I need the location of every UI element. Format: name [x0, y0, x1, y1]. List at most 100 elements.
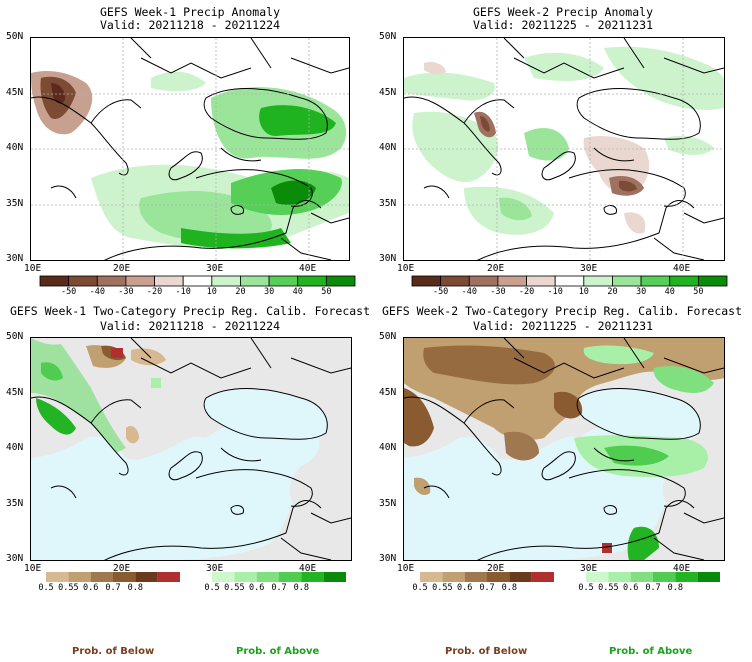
- colorbar-label: 40: [292, 287, 303, 297]
- colorbar-box-9: [669, 275, 699, 287]
- panel4-lon-30: 30E: [580, 563, 598, 574]
- panel4-map: [403, 337, 725, 561]
- panel1-colorbar: -50 -40 -30 -20 -10 10 20 30 40 50: [39, 275, 356, 300]
- panel3-lat-40: 40N: [6, 442, 24, 453]
- prob-box-1: [442, 572, 465, 582]
- colorbar-label: -40: [461, 287, 477, 297]
- colorbar-box-7: [240, 275, 270, 287]
- prob-box-5: [323, 572, 346, 582]
- prob-label: 0.8: [667, 583, 684, 593]
- prob-box-2: [630, 572, 653, 582]
- panel4-below-colorbar: 0.5 0.55 0.6 0.7 0.8: [412, 572, 554, 596]
- panel3-lon-30: 30E: [206, 563, 224, 574]
- colorbar-label: -40: [89, 287, 105, 297]
- prob-label: 0.5: [578, 583, 594, 593]
- prob-box-0: [46, 572, 69, 582]
- prob-box-1: [608, 572, 631, 582]
- panel4-title: GEFS Week-2 Two-Category Precip Reg. Cal…: [381, 304, 743, 318]
- colorbar-box-6: [583, 275, 613, 287]
- prob-label: 0.8: [501, 583, 518, 593]
- panel3-lat-35: 35N: [6, 498, 24, 509]
- colorbar-label: 40: [664, 287, 675, 297]
- prob-label: 0.55: [224, 583, 245, 593]
- panel1-lat-50: 50N: [6, 31, 24, 42]
- panel2-lon-10: 10E: [397, 263, 415, 274]
- panel4-below-label: Prob. of Below: [445, 646, 528, 657]
- panel1-lat-35: 35N: [6, 198, 24, 209]
- panel4-lat-50: 50N: [379, 331, 397, 342]
- colorbar-box-0: [39, 275, 70, 287]
- prob-label: 0.5: [204, 583, 220, 593]
- panel2-lat-30: 30N: [379, 253, 397, 264]
- colorbar-label: 10: [206, 287, 217, 297]
- prob-box-3: [653, 572, 676, 582]
- panel1-lon-40: 40E: [299, 263, 317, 274]
- prob-box-2: [256, 572, 279, 582]
- panel3-title: GEFS Week-1 Two-Category Precip Reg. Cal…: [9, 304, 371, 318]
- prob-box-4: [509, 572, 532, 582]
- colorbar-box-9: [297, 275, 327, 287]
- prob-box-4: [135, 572, 158, 582]
- colorbar-label: -30: [118, 287, 134, 297]
- prob-label: 0.7: [105, 583, 121, 593]
- prob-label: 0.8: [293, 583, 310, 593]
- colorbar-box-4: [526, 275, 556, 287]
- prob-box-3: [279, 572, 302, 582]
- colorbar-box-1: [68, 275, 98, 287]
- prob-label: 0.6: [248, 583, 265, 593]
- panel3-map: [30, 337, 352, 561]
- panel2-lat-45: 45N: [379, 87, 397, 98]
- prob-label: 0.6: [456, 583, 473, 593]
- panel2-lat-50: 50N: [379, 31, 397, 42]
- prob-label: 0.8: [127, 583, 144, 593]
- panel2-colorbar: -50 -40 -30 -20 -10 10 20 30 40 50: [411, 275, 728, 300]
- panel3-lat-45: 45N: [6, 387, 24, 398]
- prob-box-2: [90, 572, 113, 582]
- colorbar-box-3: [497, 275, 527, 287]
- colorbar-label: -20: [146, 287, 163, 297]
- prob-box-0: [420, 572, 443, 582]
- colorbar-box-10: [325, 275, 356, 287]
- colorbar-box-1: [440, 275, 470, 287]
- panel2-lat-35: 35N: [379, 198, 397, 209]
- panel3-lat-30: 30N: [6, 553, 24, 564]
- panel2-map: [403, 37, 725, 261]
- colorbar-label: 10: [578, 287, 589, 297]
- prob-label: 0.55: [598, 583, 619, 593]
- panel2-lon-20: 20E: [487, 263, 505, 274]
- prob-box-0: [212, 572, 235, 582]
- prob-label: 0.55: [58, 583, 79, 593]
- colorbar-box-5: [554, 275, 585, 287]
- panel1-lon-30: 30E: [206, 263, 224, 274]
- prob-box-2: [464, 572, 487, 582]
- panel3-above-colorbar: 0.5 0.55 0.6 0.7 0.8: [204, 572, 346, 596]
- colorbar-label: 30: [635, 287, 647, 297]
- prob-box-1: [234, 572, 257, 582]
- prob-box-5: [697, 572, 720, 582]
- panel4-lat-30: 30N: [379, 553, 397, 564]
- panel3-below-label: Prob. of Below: [72, 646, 155, 657]
- prob-box-5: [531, 572, 554, 582]
- panel3-lon-20: 20E: [113, 563, 131, 574]
- panel3-below-colorbar: 0.5 0.55 0.6 0.7 0.8: [38, 572, 180, 596]
- panel1-title: GEFS Week-1 Precip Anomaly: [99, 5, 280, 19]
- prob-box-3: [487, 572, 510, 582]
- panel4-above-label: Prob. of Above: [609, 646, 693, 657]
- panel3-valid: Valid: 20211218 - 20211224: [99, 319, 280, 333]
- panel4-above-colorbar: 0.5 0.55 0.6 0.7 0.8: [578, 572, 720, 596]
- prob-box-4: [675, 572, 698, 582]
- panel3-lon-10: 10E: [24, 563, 42, 574]
- colorbar-label: -30: [490, 287, 506, 297]
- colorbar-label: -10: [175, 287, 191, 297]
- prob-label: 0.6: [82, 583, 99, 593]
- colorbar-box-7: [612, 275, 642, 287]
- prob-box-3: [113, 572, 136, 582]
- colorbar-box-10: [697, 275, 728, 287]
- colorbar-box-4: [154, 275, 184, 287]
- colorbar-box-2: [96, 275, 127, 287]
- panel3-lon-40: 40E: [299, 563, 317, 574]
- panel3-above-label: Prob. of Above: [236, 646, 320, 657]
- colorbar-box-5: [182, 275, 213, 287]
- colorbar-box-2: [468, 275, 499, 287]
- panel1-lon-20: 20E: [113, 263, 131, 274]
